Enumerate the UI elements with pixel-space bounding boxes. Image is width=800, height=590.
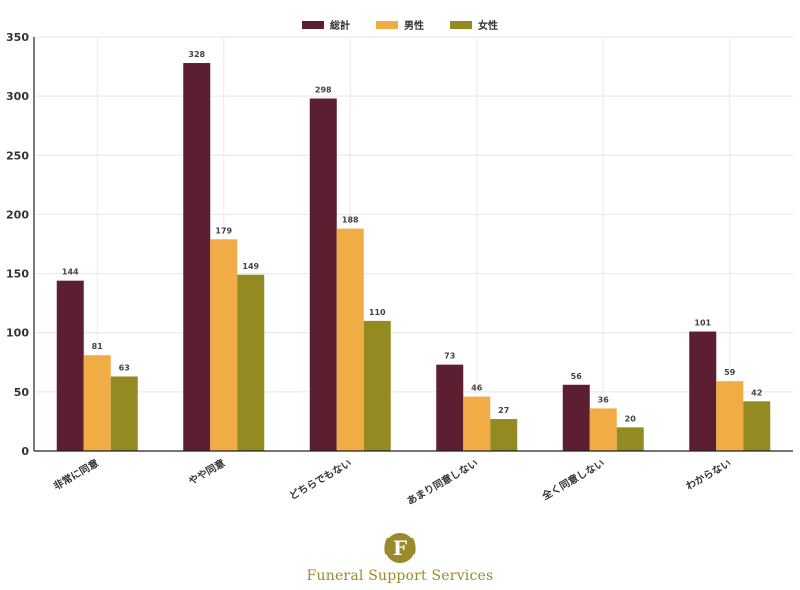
x-tick-label: 非常に同意 xyxy=(51,456,101,492)
x-tick-label: やや同意 xyxy=(186,456,227,487)
data-label: 27 xyxy=(498,406,509,415)
legend-swatch-female xyxy=(450,20,472,29)
brand-logo: F Funeral Support Services xyxy=(0,528,800,584)
bar xyxy=(336,228,364,451)
legend-label-male: 男性 xyxy=(404,21,424,32)
legend-swatch-male xyxy=(376,20,398,29)
data-label: 46 xyxy=(471,384,483,393)
bar xyxy=(56,280,84,451)
bar xyxy=(363,320,391,451)
bar xyxy=(463,396,491,451)
data-label: 110 xyxy=(369,308,386,317)
bar xyxy=(562,384,590,451)
data-label: 56 xyxy=(571,372,583,381)
data-label: 144 xyxy=(62,268,79,277)
y-tick-label: 250 xyxy=(6,149,29,162)
bar xyxy=(183,63,211,451)
data-label: 298 xyxy=(315,86,332,95)
bar xyxy=(210,239,238,451)
bar xyxy=(110,376,138,451)
bar xyxy=(309,98,337,451)
bar xyxy=(83,355,111,451)
y-tick-label: 50 xyxy=(14,386,30,399)
data-label: 81 xyxy=(92,342,104,351)
x-tick-label: どちらでもない xyxy=(287,456,354,502)
bar xyxy=(490,419,518,451)
data-label: 36 xyxy=(598,395,610,404)
data-label: 149 xyxy=(242,262,259,271)
data-label: 63 xyxy=(119,363,130,372)
x-tick-label: 全く同意しない xyxy=(539,456,607,503)
legend-swatch-total xyxy=(302,20,324,29)
y-tick-label: 100 xyxy=(6,327,29,340)
bar-chart: 0 50 100 150 200 250 300 350 144 81 63 328 179 149 298… xyxy=(6,31,793,508)
legend-label-total: 総計 xyxy=(330,21,350,32)
data-label: 101 xyxy=(694,319,711,328)
y-tick-label: 300 xyxy=(6,90,29,103)
legend-item-total: 総計 xyxy=(302,17,350,32)
data-label: 328 xyxy=(188,50,205,59)
chart-legend: 総計 男性 女性 xyxy=(0,17,800,32)
y-tick-label: 0 xyxy=(21,445,29,458)
data-label: 179 xyxy=(215,226,232,235)
y-tick-label: 200 xyxy=(6,208,29,221)
bar xyxy=(237,274,265,451)
data-label: 73 xyxy=(444,352,455,361)
brand-name: Funeral Support Services xyxy=(306,568,494,584)
data-label: 188 xyxy=(342,216,359,225)
bar xyxy=(743,401,771,451)
data-label: 59 xyxy=(724,368,736,377)
data-label: 42 xyxy=(751,388,762,397)
bar xyxy=(616,427,644,451)
y-tick-label: 350 xyxy=(6,31,29,44)
y-tick-label: 150 xyxy=(6,268,29,281)
laurel-logo-icon: F xyxy=(384,533,416,563)
bar xyxy=(716,381,744,451)
logo-letter: F xyxy=(393,536,407,560)
legend-label-female: 女性 xyxy=(478,21,498,32)
bar xyxy=(589,408,617,451)
bar xyxy=(436,364,464,451)
bar xyxy=(689,331,717,451)
x-tick-label: わからない xyxy=(684,457,733,492)
legend-item-female: 女性 xyxy=(450,17,498,32)
data-label: 20 xyxy=(625,414,637,423)
legend-item-male: 男性 xyxy=(376,17,424,32)
x-tick-label: あまり同意しない xyxy=(404,456,480,507)
